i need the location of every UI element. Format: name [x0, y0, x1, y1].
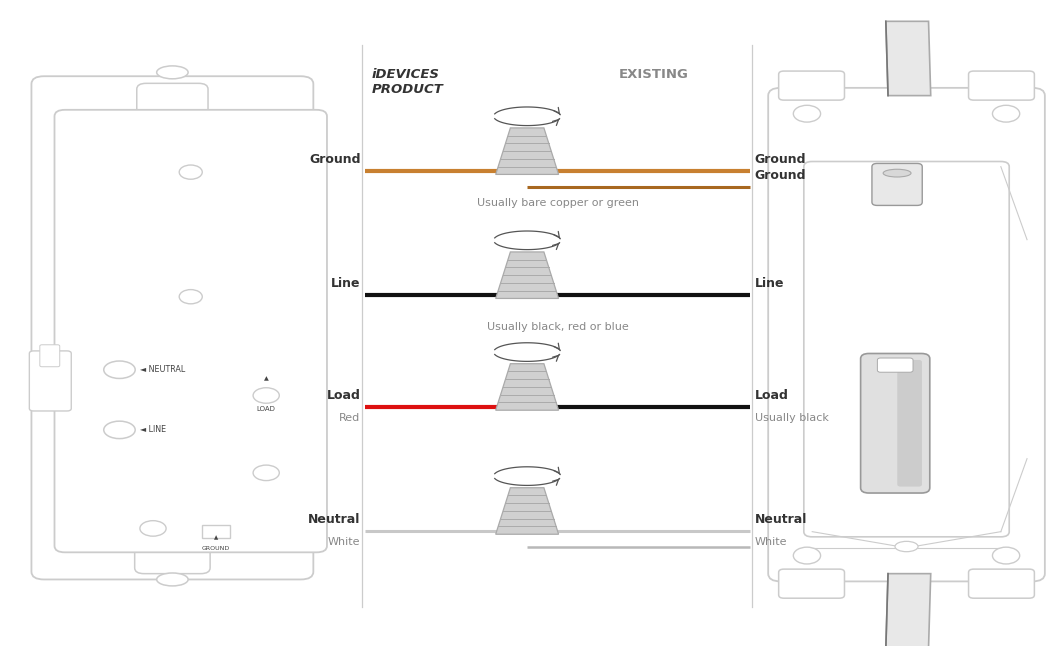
Text: LOAD: LOAD: [257, 406, 276, 412]
Text: Usually bare copper or green: Usually bare copper or green: [477, 198, 638, 208]
Polygon shape: [886, 574, 931, 646]
Text: ▲: ▲: [264, 376, 268, 381]
Text: Red: Red: [340, 413, 361, 423]
Ellipse shape: [992, 547, 1020, 564]
Ellipse shape: [104, 361, 135, 379]
Text: iDEVICES
PRODUCT: iDEVICES PRODUCT: [372, 68, 443, 96]
FancyBboxPatch shape: [29, 351, 71, 411]
Polygon shape: [496, 488, 559, 534]
Text: Load: Load: [755, 389, 788, 402]
Polygon shape: [496, 128, 559, 174]
Text: Usually black: Usually black: [755, 413, 828, 423]
Text: Neutral: Neutral: [308, 513, 361, 526]
Ellipse shape: [992, 105, 1020, 122]
Ellipse shape: [179, 289, 202, 304]
Text: Neutral: Neutral: [755, 513, 807, 526]
Ellipse shape: [157, 66, 189, 79]
Text: Usually black, red or blue: Usually black, red or blue: [486, 322, 629, 332]
Text: EXISTING: EXISTING: [618, 68, 689, 81]
FancyBboxPatch shape: [134, 544, 210, 574]
Ellipse shape: [899, 178, 914, 185]
FancyBboxPatch shape: [40, 345, 60, 367]
Text: White: White: [755, 537, 787, 547]
Text: ◄ NEUTRAL: ◄ NEUTRAL: [140, 365, 185, 374]
FancyBboxPatch shape: [968, 71, 1034, 100]
Text: GROUND: GROUND: [202, 546, 230, 551]
Ellipse shape: [139, 521, 166, 536]
Ellipse shape: [883, 169, 911, 177]
FancyBboxPatch shape: [877, 358, 913, 372]
Text: Ground: Ground: [755, 169, 806, 182]
FancyBboxPatch shape: [31, 76, 313, 579]
Polygon shape: [886, 21, 931, 96]
Ellipse shape: [895, 541, 918, 552]
Text: Load: Load: [327, 389, 361, 402]
Text: ▲: ▲: [214, 535, 218, 540]
FancyBboxPatch shape: [804, 162, 1009, 537]
Text: White: White: [328, 537, 361, 547]
Ellipse shape: [157, 573, 189, 586]
Polygon shape: [496, 364, 559, 410]
FancyBboxPatch shape: [860, 353, 930, 493]
FancyBboxPatch shape: [897, 360, 922, 486]
FancyBboxPatch shape: [54, 110, 327, 552]
Ellipse shape: [793, 547, 821, 564]
Bar: [202, 525, 230, 538]
FancyBboxPatch shape: [968, 569, 1034, 598]
FancyBboxPatch shape: [779, 569, 845, 598]
FancyBboxPatch shape: [872, 163, 922, 205]
FancyBboxPatch shape: [768, 88, 1045, 581]
Text: Ground: Ground: [309, 153, 361, 166]
Polygon shape: [496, 252, 559, 298]
Ellipse shape: [104, 421, 135, 439]
Text: Line: Line: [755, 277, 784, 290]
Ellipse shape: [254, 465, 279, 481]
Text: Line: Line: [331, 277, 361, 290]
FancyBboxPatch shape: [779, 71, 845, 100]
Text: ◄ LINE: ◄ LINE: [140, 425, 167, 434]
FancyBboxPatch shape: [136, 83, 208, 114]
Ellipse shape: [254, 388, 279, 403]
Ellipse shape: [179, 165, 202, 179]
Text: Ground: Ground: [755, 153, 806, 166]
Ellipse shape: [793, 105, 821, 122]
